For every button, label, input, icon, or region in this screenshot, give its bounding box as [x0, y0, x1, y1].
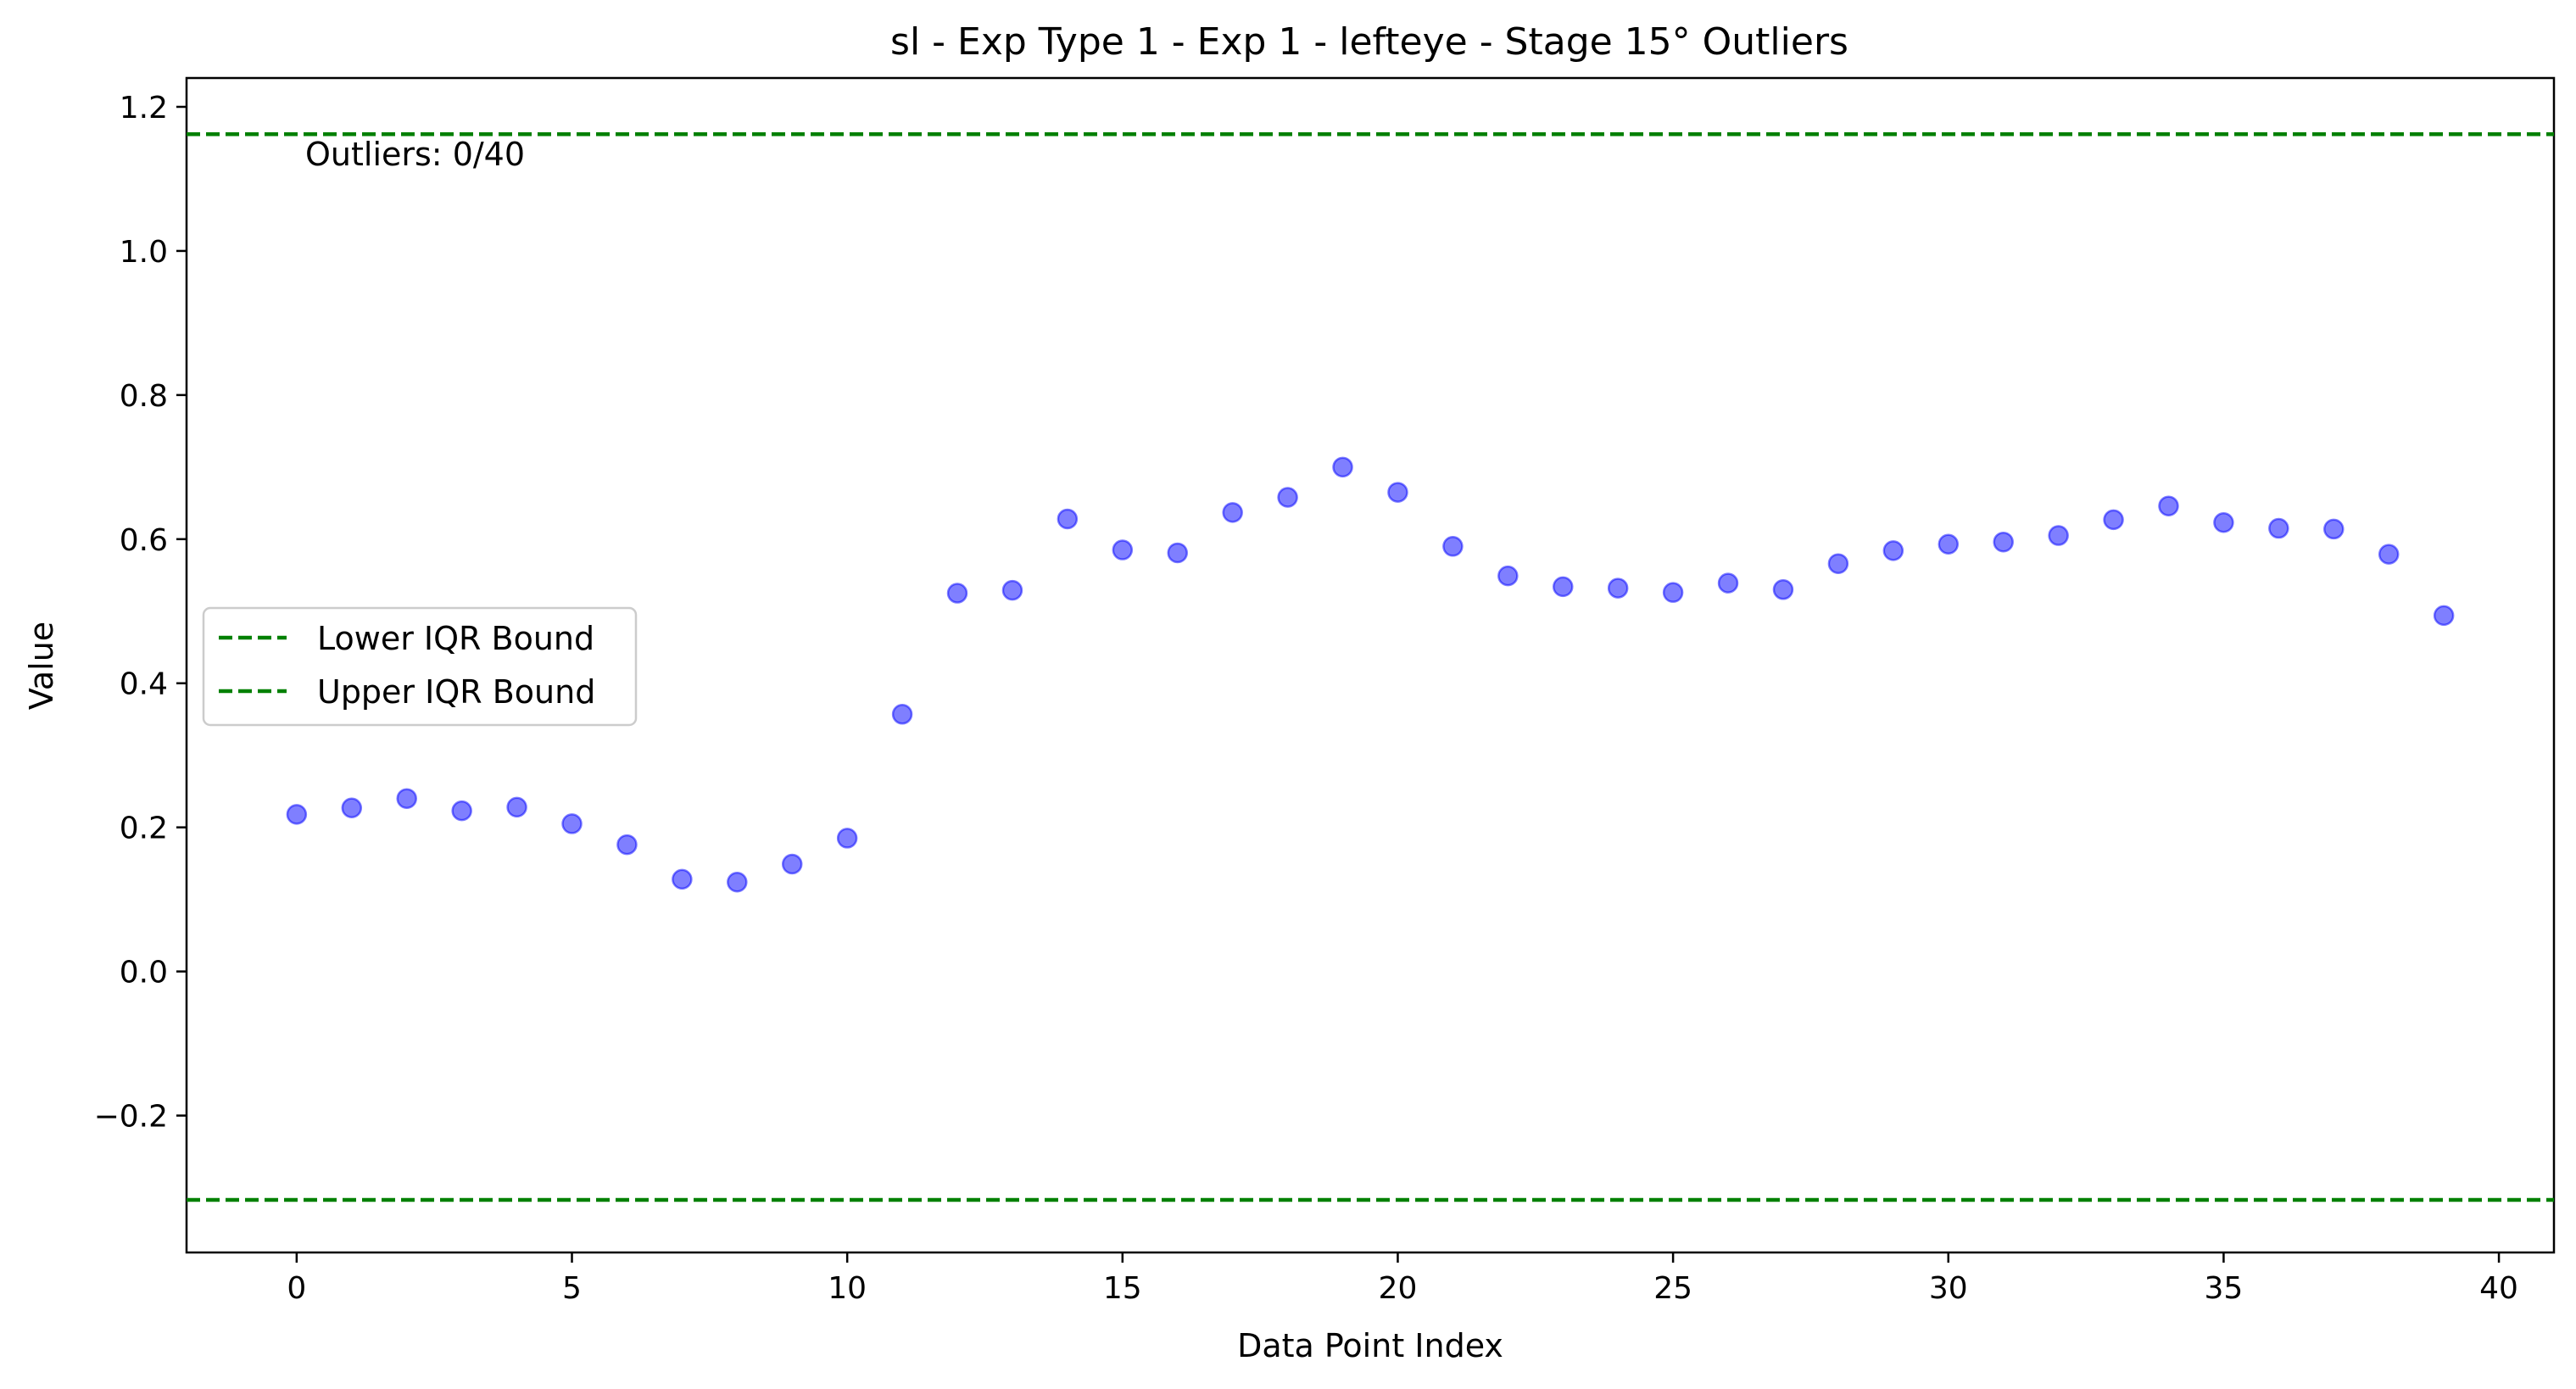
scatter-point — [1332, 456, 1353, 478]
y-tick-label: 0.0 — [120, 956, 168, 990]
x-tick-label: 30 — [1929, 1271, 1968, 1306]
y-tick-label: 1.2 — [120, 91, 168, 126]
scatter-point — [1662, 582, 1684, 603]
legend-entry-lower: Lower IQR Bound — [317, 620, 594, 657]
scatter-point — [2158, 495, 2179, 516]
scatter-points — [286, 456, 2455, 893]
scatter-point — [1167, 542, 1188, 564]
plot-frame — [185, 76, 2556, 1254]
scatter-point — [2213, 512, 2234, 533]
scatter-point — [1607, 577, 1629, 599]
scatter-point — [1993, 531, 2014, 553]
scatter-point — [836, 828, 858, 849]
scatter-point — [286, 804, 308, 825]
scatter-point — [341, 797, 363, 818]
x-axis-label: Data Point Index — [1237, 1327, 1503, 1364]
x-tick-label: 40 — [2479, 1271, 2518, 1306]
iqr-bounds — [187, 132, 2554, 1202]
scatter-point — [1001, 579, 1023, 601]
legend-box — [202, 606, 638, 727]
scatter-point — [1387, 482, 1408, 503]
y-tick-label: 0.4 — [120, 667, 168, 702]
scatter-point — [1772, 579, 1794, 600]
x-tick-label: 35 — [2205, 1271, 2244, 1306]
x-axis: 0 5 10 15 20 25 30 35 40 — [287, 1252, 2518, 1306]
scatter-point — [396, 788, 417, 809]
outliers-annotation: Outliers: 0/40 — [305, 136, 525, 173]
scatter-point — [2323, 518, 2345, 540]
scatter-point — [1553, 576, 1574, 598]
scatter-point — [2433, 605, 2455, 627]
scatter-point — [1222, 502, 1243, 523]
scatter-point — [2268, 517, 2289, 539]
scatter-point — [506, 796, 527, 818]
scatter-point — [1112, 539, 1134, 561]
scatter-point — [2048, 525, 2069, 546]
chart-title: sl - Exp Type 1 - Exp 1 - lefteye - Stag… — [890, 20, 1848, 64]
legend: Lower IQR Bound Upper IQR Bound — [202, 606, 638, 727]
scatter-point — [1938, 533, 1960, 555]
scatter-point — [727, 872, 748, 893]
legend-entry-upper: Upper IQR Bound — [317, 673, 595, 711]
scatter-point — [1277, 487, 1298, 508]
y-axis-label: Value — [23, 622, 60, 710]
scatter-point — [2103, 509, 2124, 531]
scatter-point — [1827, 553, 1849, 574]
y-axis: −0.2 0.0 0.2 0.4 0.6 0.8 1.0 1.2 — [94, 91, 187, 1135]
y-tick-label: −0.2 — [94, 1100, 168, 1135]
scatter-point — [2378, 544, 2400, 565]
x-tick-label: 10 — [828, 1271, 867, 1306]
x-tick-label: 15 — [1103, 1271, 1142, 1306]
scatter-point — [451, 800, 472, 822]
scatter-point — [946, 583, 968, 604]
x-tick-label: 5 — [562, 1271, 582, 1306]
y-tick-label: 0.8 — [120, 379, 168, 414]
y-tick-label: 0.2 — [120, 812, 168, 846]
scatter-point — [891, 704, 913, 725]
scatter-point — [781, 853, 803, 875]
x-tick-label: 0 — [287, 1271, 306, 1306]
scatter-point — [1057, 508, 1079, 530]
scatter-point — [1497, 565, 1519, 587]
x-tick-label: 25 — [1653, 1271, 1692, 1306]
scatter-point — [1717, 572, 1739, 594]
x-tick-label: 20 — [1379, 1271, 1418, 1306]
scatter-point — [616, 834, 638, 856]
y-tick-label: 1.0 — [120, 235, 168, 270]
plot-area: Outliers: 0/40 — [185, 76, 2556, 1254]
scatter-point — [1882, 540, 1904, 561]
scatter-point — [672, 868, 693, 890]
scatter-point — [561, 813, 583, 834]
y-tick-label: 0.6 — [120, 523, 168, 558]
scatter-point — [1442, 536, 1464, 557]
